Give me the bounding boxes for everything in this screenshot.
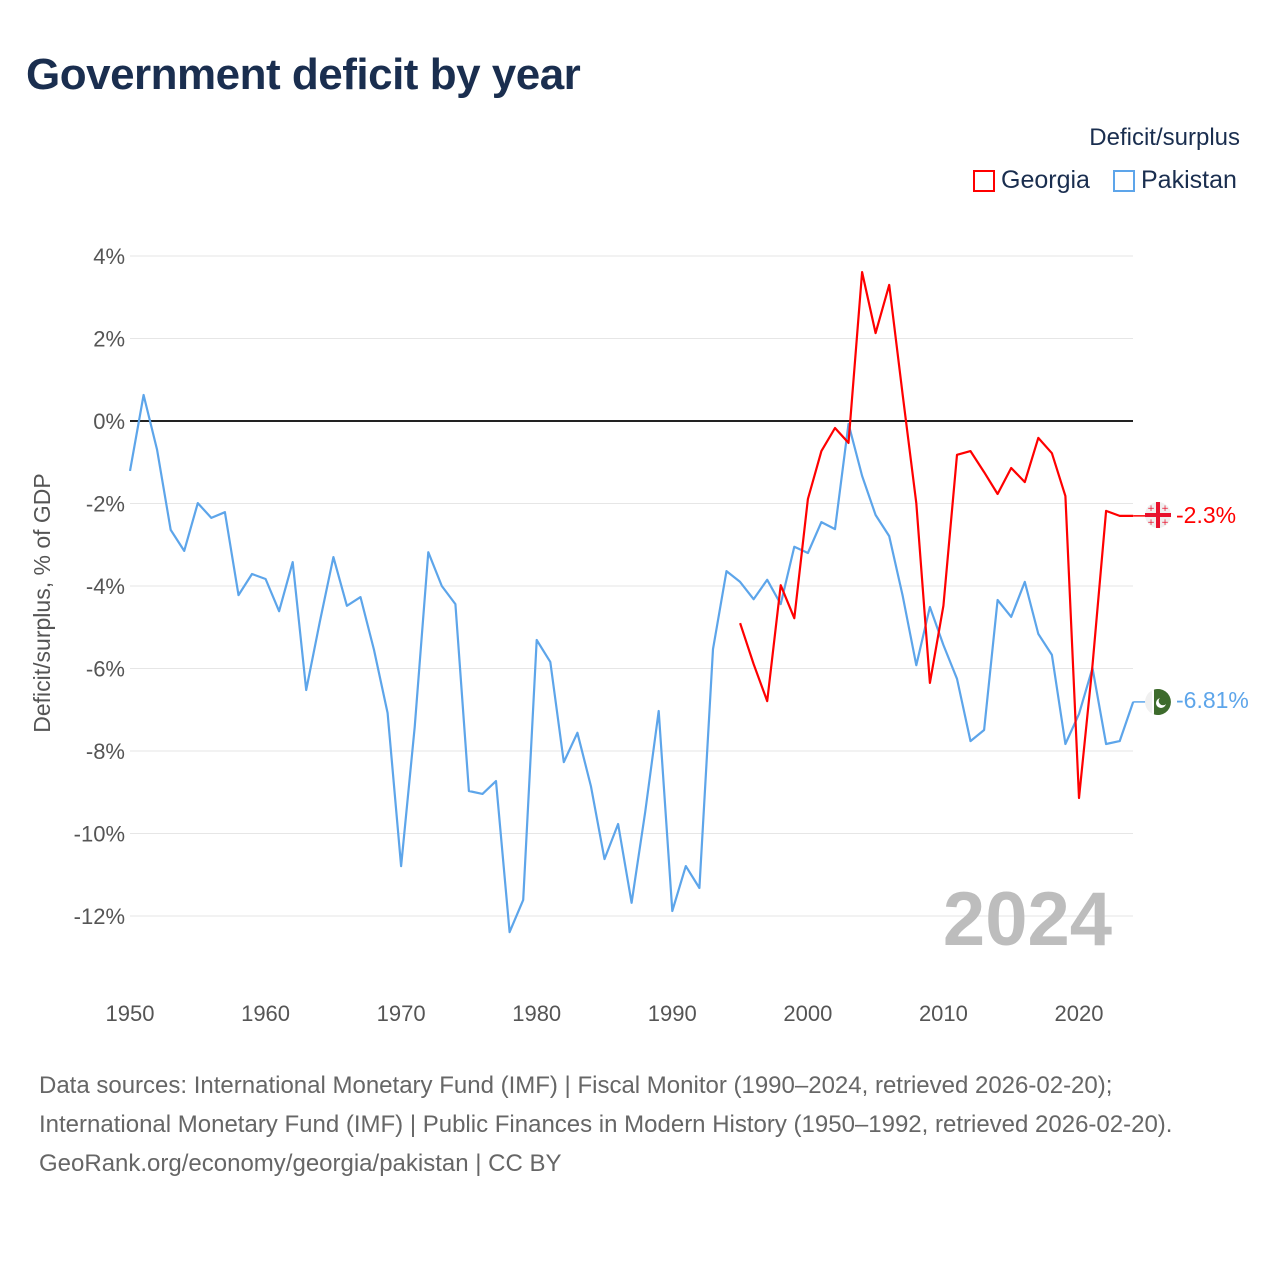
svg-text:+: + bbox=[1161, 518, 1169, 528]
x-tick-label: 1980 bbox=[512, 1001, 561, 1026]
y-tick-label: -2% bbox=[86, 492, 125, 517]
x-tick-label: 1960 bbox=[241, 1001, 290, 1026]
y-tick-label: 0% bbox=[93, 409, 125, 434]
y-tick-label: -10% bbox=[74, 822, 125, 847]
y-tick-label: -12% bbox=[74, 904, 125, 929]
end-label-pakistan: -6.81% bbox=[1176, 687, 1249, 713]
legend-item-pakistan[interactable]: Pakistan bbox=[1113, 166, 1237, 195]
x-tick-label: 1990 bbox=[648, 1001, 697, 1026]
credit-link[interactable]: GeoRank.org/economy/georgia/pakistan | C… bbox=[39, 1150, 562, 1177]
x-tick-label: 2000 bbox=[783, 1001, 832, 1026]
chart-title: Government deficit by year bbox=[26, 50, 581, 99]
legend-swatch-pakistan bbox=[1113, 169, 1135, 192]
y-axis-label: Deficit/surplus, % of GDP bbox=[29, 473, 55, 732]
y-tick-label: -6% bbox=[86, 657, 125, 682]
y-tick-label: -8% bbox=[86, 739, 125, 764]
legend-item-georgia[interactable]: Georgia bbox=[973, 166, 1090, 195]
series-line-pakistan[interactable] bbox=[128, 393, 1135, 934]
x-tick-label: 1970 bbox=[377, 1001, 426, 1026]
footer: Data sources: International Monetary Fun… bbox=[39, 1066, 1239, 1183]
svg-text:+: + bbox=[1147, 504, 1155, 514]
legend-title: Deficit/surplus bbox=[1089, 124, 1240, 151]
georgia-flag-icon: + + + + bbox=[1145, 502, 1171, 528]
svg-text:+: + bbox=[1161, 504, 1169, 514]
svg-text:+: + bbox=[1147, 518, 1155, 528]
x-tick-label: 2010 bbox=[919, 1001, 968, 1026]
y-tick-label: 2% bbox=[93, 327, 125, 352]
legend-label-georgia: Georgia bbox=[1001, 166, 1090, 194]
end-label-georgia: -2.3% bbox=[1176, 502, 1236, 528]
pakistan-flag-icon bbox=[1145, 689, 1171, 715]
year-watermark: 2024 bbox=[943, 877, 1112, 962]
legend-swatch-georgia bbox=[973, 169, 995, 192]
y-tick-label: 4% bbox=[93, 244, 125, 269]
legend-label-pakistan: Pakistan bbox=[1141, 166, 1237, 194]
x-tick-label: 1950 bbox=[106, 1001, 155, 1026]
series-line-georgia[interactable] bbox=[739, 271, 1134, 800]
data-sources: Data sources: International Monetary Fun… bbox=[39, 1072, 1173, 1138]
x-tick-label: 2020 bbox=[1055, 1001, 1104, 1026]
y-tick-label: -4% bbox=[86, 574, 125, 599]
